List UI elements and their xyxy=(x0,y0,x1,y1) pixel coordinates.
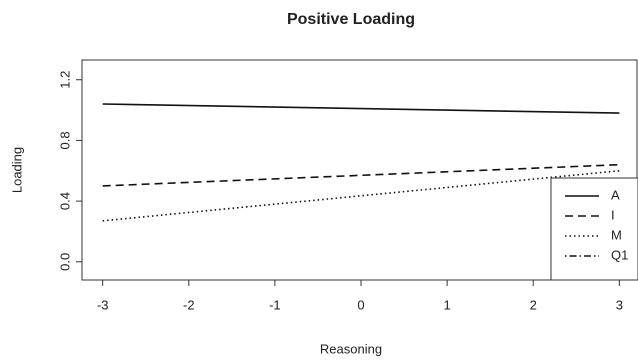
legend-label: I xyxy=(611,207,615,222)
line-series xyxy=(102,103,620,114)
y-tick-label: 1.2 xyxy=(57,71,72,89)
x-tick-label: -3 xyxy=(97,297,109,312)
x-tick-label: 2 xyxy=(530,297,537,312)
x-tick-label: -2 xyxy=(183,297,195,312)
chart-title: Positive Loading xyxy=(287,11,415,28)
legend-label: M xyxy=(611,227,622,242)
x-axis-label: Reasoning xyxy=(320,341,382,356)
x-tick-label: 3 xyxy=(616,297,623,312)
line-series xyxy=(102,163,620,187)
y-tick-label: 0.4 xyxy=(57,192,72,210)
x-tick-label: 1 xyxy=(443,297,450,312)
x-tick-label: -1 xyxy=(269,297,281,312)
y-tick-label: 0.8 xyxy=(57,131,72,149)
legend-label: Q1 xyxy=(611,247,628,262)
x-tick-label: 0 xyxy=(357,297,364,312)
line-series xyxy=(102,169,620,222)
legend-box xyxy=(550,177,638,281)
y-axis-label: Loading xyxy=(9,147,24,193)
y-tick-label: 0.0 xyxy=(57,253,72,271)
legend-label: A xyxy=(611,187,620,202)
plot-frame xyxy=(81,59,638,281)
